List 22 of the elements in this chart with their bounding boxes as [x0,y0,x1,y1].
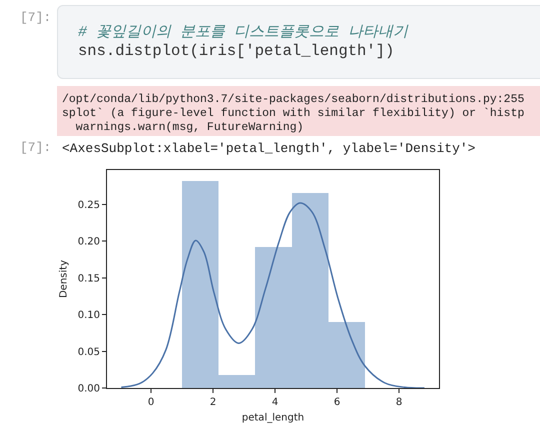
y-tick-label: 0.20 [78,236,100,248]
text: sns.distplot(iris['petal_length']) [78,42,394,60]
y-axis-title: Density [58,260,70,298]
y-tick-label: 0.25 [78,200,100,211]
line-series [120,202,426,388]
y-tick-label: 0.15 [78,273,100,284]
y-tick-label: 0.00 [78,384,100,394]
text: <AxesSubplot:xlabel='petal_length', ylabel='Density'> [62,141,476,156]
text: [7]: [20,10,52,25]
y-tick-label: 0.10 [78,310,100,322]
text: warnings.warn(msg, FutureWarning) [74,121,304,134]
x-tick-label: 2 [210,397,216,408]
x-tick-label: 6 [334,397,340,408]
x-tick-label: 4 [272,397,278,408]
x-tick-label: 8 [396,397,402,408]
x-axis-title: petal_length [242,412,304,424]
text: /opt/conda/lib/python3.7/site-packages/seaborn/distributions.py:255 [62,93,524,106]
text: [7]: [20,140,52,155]
x-tick-label: 0 [148,397,154,408]
text: # 꽃잎길이의 분포를 디스트플롯으로 나타내기 [78,23,408,41]
y-tick-label: 0.05 [78,346,100,358]
text: splot` (a figure-level function with similar flexibility) or `histp [62,107,524,120]
